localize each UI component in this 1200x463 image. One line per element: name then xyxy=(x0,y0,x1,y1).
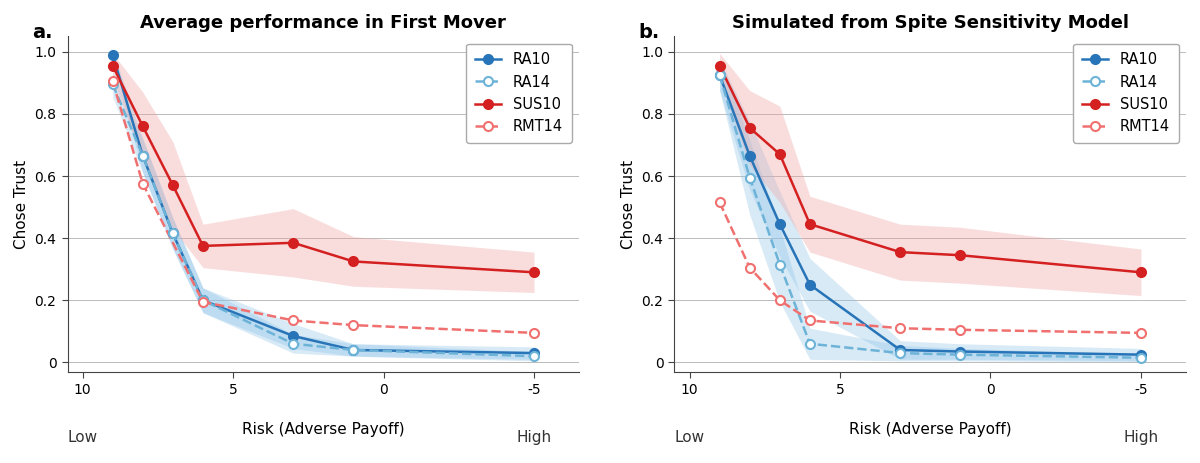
X-axis label: Risk (Adverse Payoff): Risk (Adverse Payoff) xyxy=(848,422,1012,437)
Title: Simulated from Spite Sensitivity Model: Simulated from Spite Sensitivity Model xyxy=(732,14,1129,32)
Text: Low: Low xyxy=(674,431,704,445)
Text: High: High xyxy=(1123,431,1158,445)
Legend: RA10, RA14, SUS10, RMT14: RA10, RA14, SUS10, RMT14 xyxy=(467,44,572,143)
Title: Average performance in First Mover: Average performance in First Mover xyxy=(140,14,506,32)
Legend: RA10, RA14, SUS10, RMT14: RA10, RA14, SUS10, RMT14 xyxy=(1073,44,1178,143)
Y-axis label: Chose Trust: Chose Trust xyxy=(14,159,29,249)
X-axis label: Risk (Adverse Payoff): Risk (Adverse Payoff) xyxy=(242,422,404,437)
Text: Low: Low xyxy=(67,431,97,445)
Y-axis label: Chose Trust: Chose Trust xyxy=(620,159,636,249)
Text: High: High xyxy=(516,431,552,445)
Text: a.: a. xyxy=(31,23,53,42)
Text: b.: b. xyxy=(638,23,660,42)
